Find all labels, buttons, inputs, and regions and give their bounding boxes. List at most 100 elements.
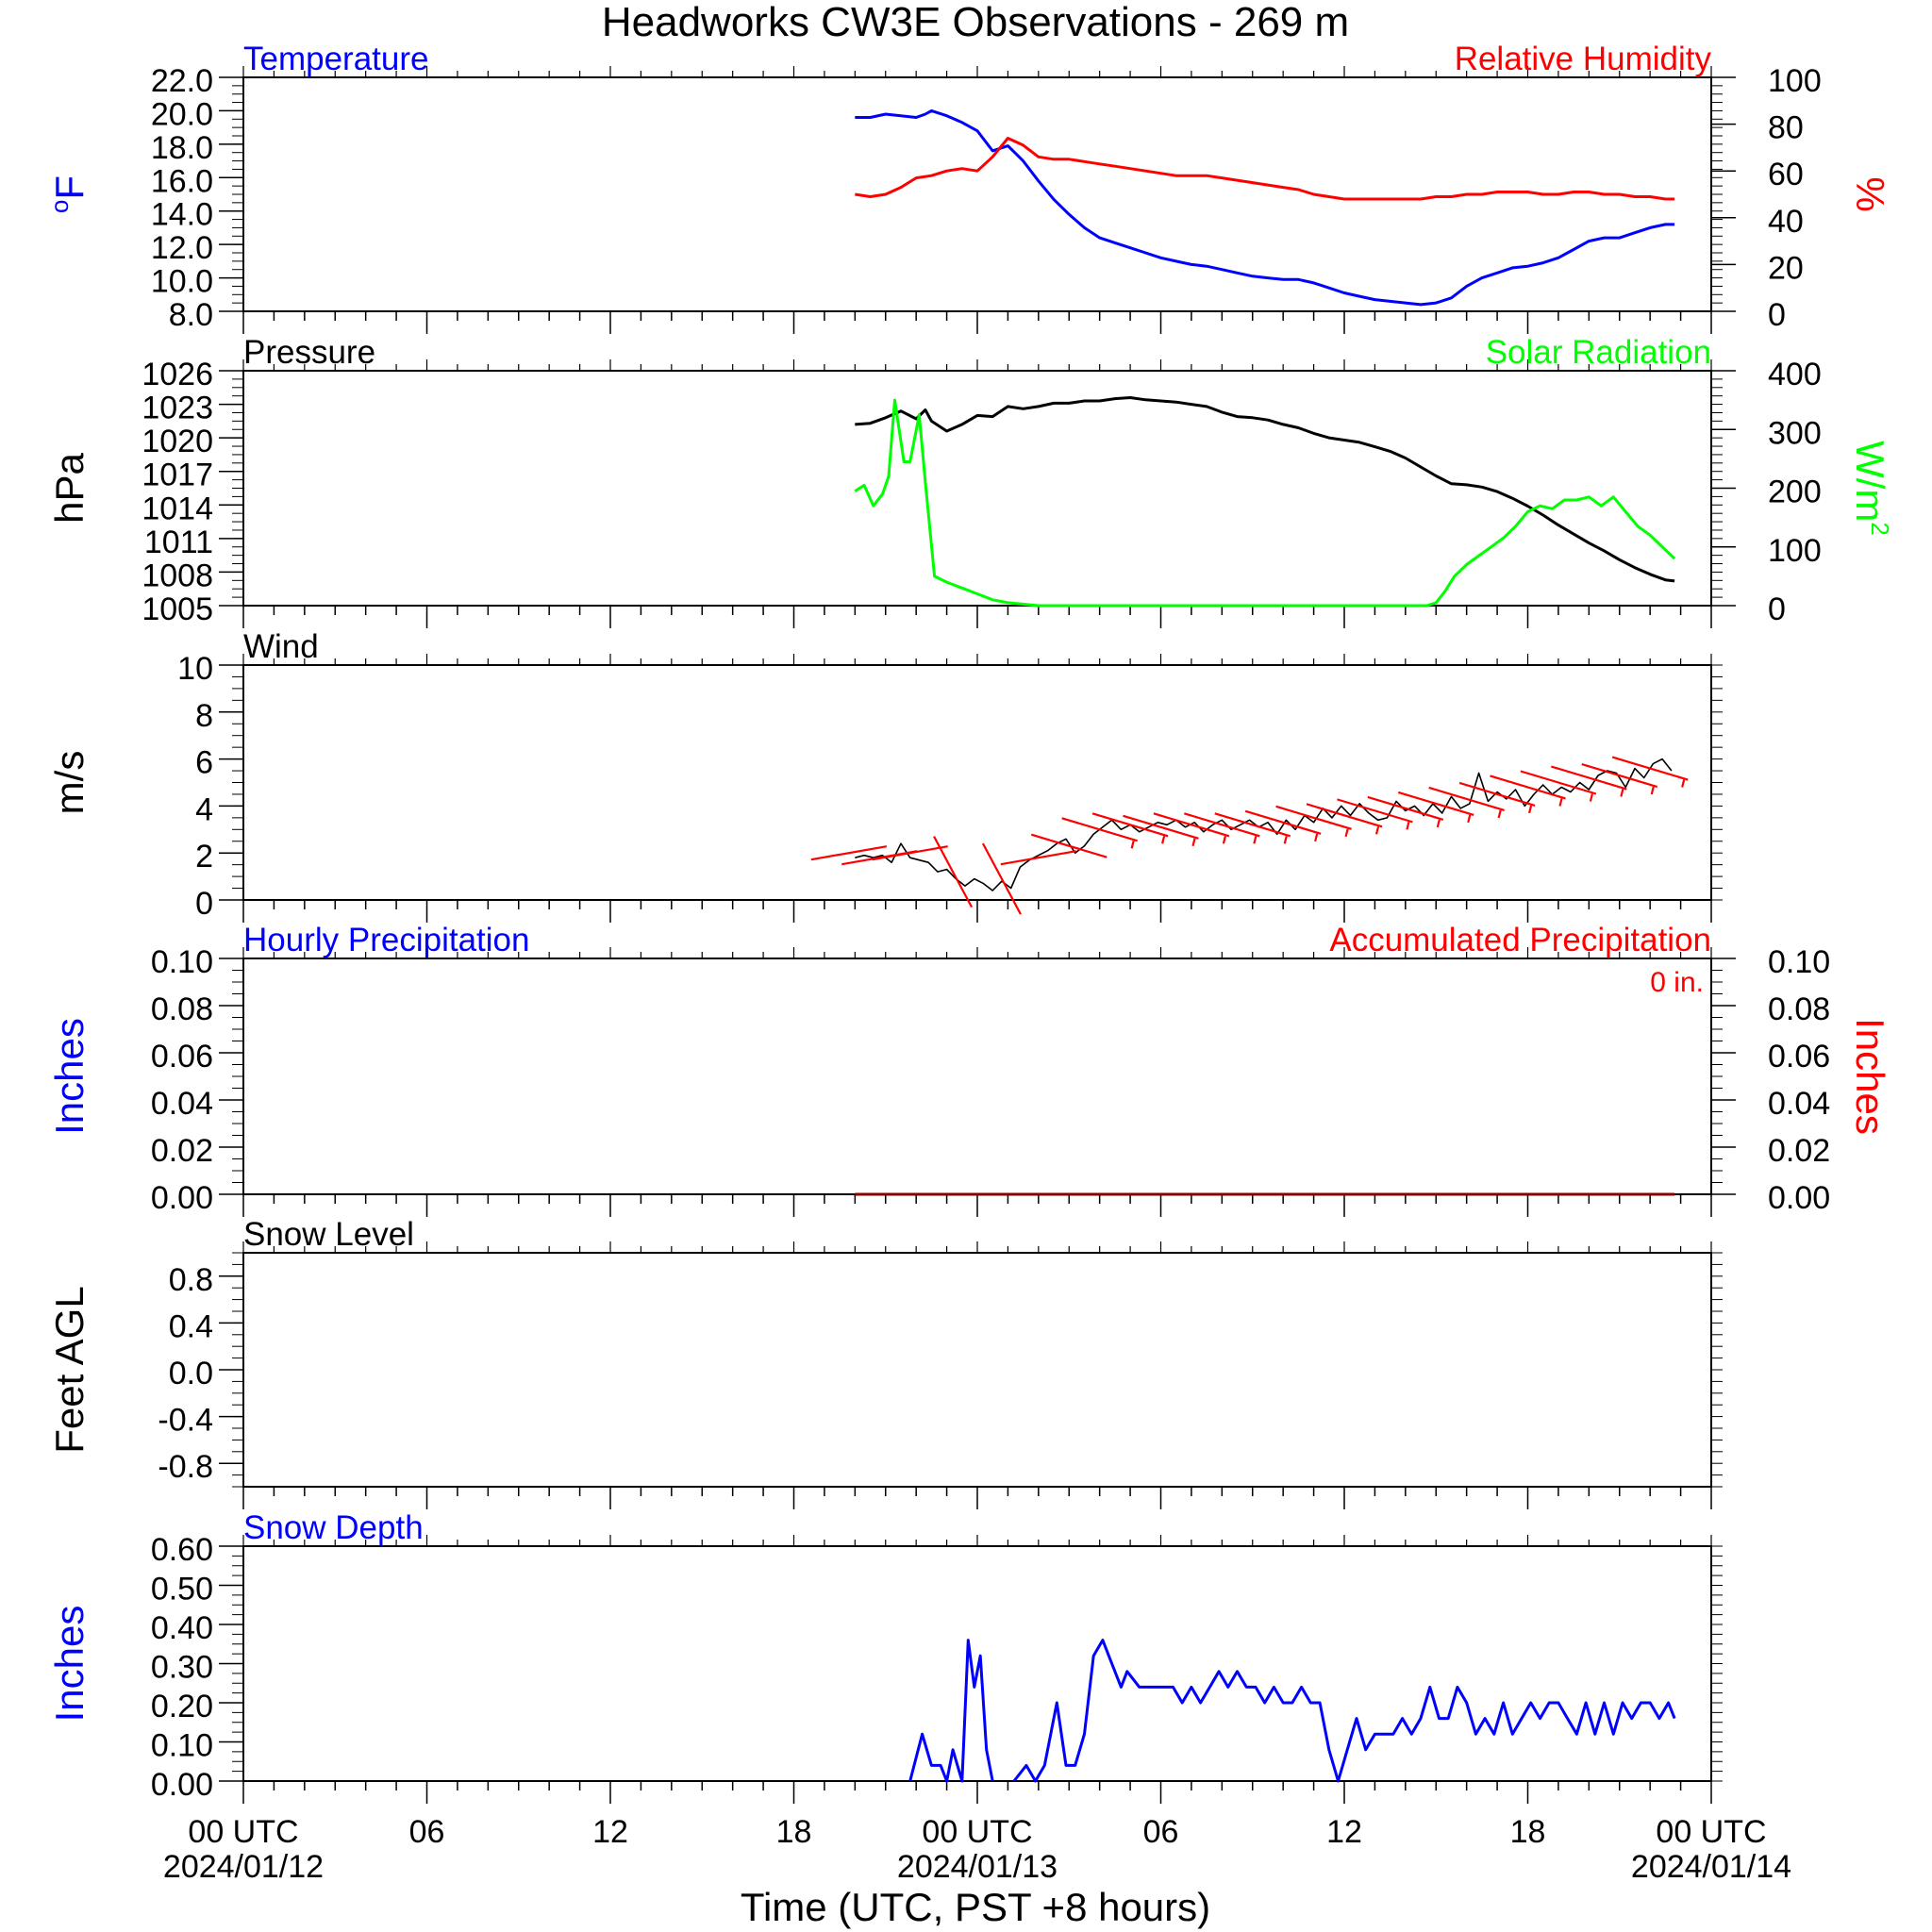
y-tick-label: 18.0 (151, 130, 213, 166)
wind-barb (1306, 803, 1383, 828)
y-axis-label-left: oF (45, 175, 92, 213)
wind-barb (1337, 798, 1413, 824)
y-tick-label: 16.0 (151, 163, 213, 199)
y-tick-label: 0.4 (169, 1308, 213, 1344)
x-tick-date: 2024/01/13 (897, 1849, 1058, 1885)
y-tick-label: 1026 (142, 357, 213, 392)
wind-barb (1214, 812, 1291, 838)
wind-barb-flag (1314, 833, 1319, 842)
wind-barb (1091, 812, 1169, 838)
y-right-tick-label: 0.10 (1768, 944, 1830, 980)
y-axis-label-left: Feet AGL (47, 1286, 92, 1453)
wind-barb-flag (1497, 809, 1502, 819)
x-tick-date: 2024/01/12 (163, 1849, 324, 1885)
wind-barb-flag (1650, 786, 1655, 795)
wind-barb-flag (1253, 836, 1257, 844)
wind-barb (1061, 817, 1138, 842)
x-tick-date: 2024/01/14 (1631, 1849, 1791, 1885)
wind-barb-flag (1344, 828, 1349, 838)
y-axis-label-right: W/m2 (1848, 441, 1894, 536)
y-tick-label: 0.40 (151, 1610, 213, 1646)
panel-temperature-humidity: 8.010.012.014.016.018.020.022.0 0 20 40 60 80… (45, 41, 1892, 334)
wind-barb (933, 836, 974, 908)
x-tick-label: 00 UTC (1656, 1814, 1766, 1850)
y-axis-label-right: Inches (1848, 1018, 1892, 1135)
wind-barb (872, 845, 948, 861)
y-tick-label: 10 (177, 651, 213, 687)
y-tick-label: 8.0 (169, 297, 213, 333)
y-right-tick-label: 40 (1768, 204, 1804, 240)
panels: 8.010.012.014.016.018.020.022.0020406080… (45, 41, 1894, 1804)
panel-left-title: Snow Level (243, 1216, 414, 1253)
wind-barb (1367, 795, 1444, 821)
x-tick-label: 06 (1143, 1814, 1179, 1850)
accumulated-total-label: 0 in. (1650, 967, 1704, 998)
x-tick-label: 00 UTC (922, 1814, 1032, 1850)
y-right-tick-label: 100 (1768, 533, 1822, 569)
y-right-tick-label: 300 (1768, 415, 1822, 451)
y-tick-label: 0.60 (151, 1532, 213, 1568)
y-tick-label: 0.08 (151, 991, 213, 1027)
series-line-wind-0 (855, 758, 1673, 891)
wind-barb-flag (1589, 793, 1593, 802)
wind-barb (1275, 805, 1352, 830)
squared-superscript: 2 (1866, 522, 1894, 535)
y-right-tick-label: 0 (1768, 297, 1786, 333)
x-tick-label: 18 (1510, 1814, 1546, 1850)
series-line-pressure-solar-0 (855, 396, 1675, 583)
series-line-temperature-humidity-1 (855, 137, 1675, 201)
panel-right-title: Solar Radiation (1486, 334, 1711, 371)
y-right-tick-label: 0.04 (1768, 1086, 1830, 1122)
x-tick-label: 18 (776, 1814, 812, 1850)
y-tick-label: 1023 (142, 391, 213, 426)
panel-precipitation: 0.00 0.02 0.04 0.06 0.08 0.10 0.00 0.02 0.04 0.06… (47, 922, 1892, 1217)
wind-barb (981, 842, 1022, 915)
x-tick-label: 12 (1326, 1814, 1362, 1850)
y-tick-label: 1017 (142, 458, 213, 493)
degree-superscript: o (45, 200, 74, 213)
wind-barb (1000, 850, 1077, 866)
y-tick-label: 10.0 (151, 264, 213, 300)
x-tick-label: 00 UTC (188, 1814, 298, 1850)
y-axis-label-left: m/s (47, 751, 92, 815)
y-right-tick-label: 60 (1768, 157, 1804, 192)
wind-barb (1551, 765, 1627, 791)
panel-left-title: Wind (243, 628, 319, 665)
y-tick-label: -0.4 (158, 1403, 213, 1439)
series-line-snow-depth-0 (908, 1639, 994, 1783)
y-tick-label: 0.10 (151, 1728, 213, 1764)
y-tick-label: 12.0 (151, 230, 213, 266)
wind-barb (1123, 814, 1199, 840)
wind-barb-flag (1467, 814, 1472, 824)
wind-barb-flag (1222, 836, 1226, 844)
wind-barb (1184, 812, 1260, 838)
wind-barb (1611, 756, 1689, 781)
wind-barb (1581, 762, 1658, 789)
y-tick-label: -0.8 (158, 1449, 213, 1485)
wind-barb-flag (1283, 836, 1288, 844)
wind-barb-flag (1374, 826, 1380, 835)
y-tick-label: 8 (195, 698, 213, 734)
wind-barb (1520, 770, 1597, 795)
series-line-temperature-humidity-0 (855, 108, 1675, 307)
wind-barb-flag (1681, 779, 1686, 788)
wind-barb-flag (1528, 805, 1533, 814)
panel-right-title: Accumulated Precipitation (1329, 922, 1711, 958)
y-right-tick-label: 0.02 (1768, 1133, 1830, 1169)
wind-barb-flag (1436, 819, 1441, 828)
series-line-pressure-solar-1 (854, 398, 1676, 608)
wind-barb (810, 845, 888, 861)
y-tick-label: 0.00 (151, 1180, 213, 1216)
wind-barb (1153, 812, 1230, 838)
panel-right-title: Relative Humidity (1455, 41, 1712, 77)
wind-barb-flag (1130, 841, 1135, 849)
panel-snow-depth: 0.000.10 0.200.30 0.400.50 0.60 Snow Depth In… (47, 1509, 1723, 1804)
y-tick-label: 1005 (142, 591, 213, 627)
y-right-tick-label: 80 (1768, 110, 1804, 146)
wind-barb (1490, 774, 1566, 800)
wind-barb (1428, 786, 1505, 811)
